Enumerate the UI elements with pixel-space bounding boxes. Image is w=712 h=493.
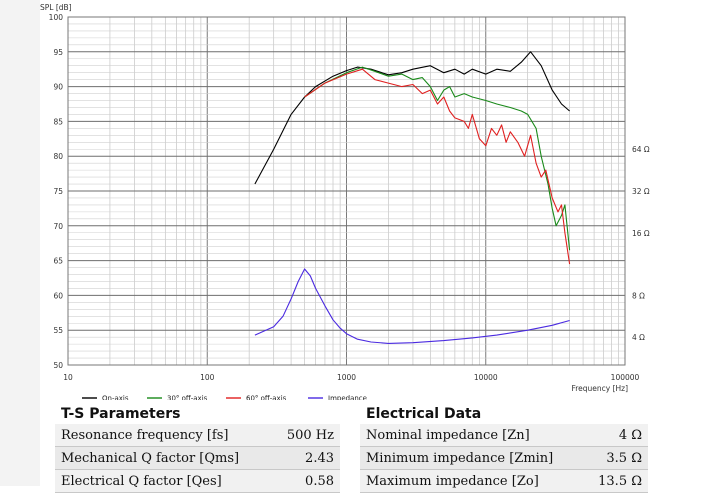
frequency-response-chart: 50 55 60 65 70 75 80 85 90 95 100 10 100 1000 10000 100…: [40, 3, 650, 401]
ts-parameters-table: T-S Parameters Resonance frequency [fs] …: [55, 404, 340, 493]
series-line: [304, 66, 571, 251]
y-axis-label: SPL [dB]: [40, 3, 72, 12]
legend-label: 30° off-axis: [167, 395, 208, 401]
y-tick-label: 65: [53, 257, 63, 266]
x-tick-label: 1000: [337, 373, 356, 382]
y-tick-label: 70: [53, 222, 63, 231]
chart-curves: [254, 51, 571, 344]
x-tick-label: 10: [63, 373, 73, 382]
ts-value: 0.58: [272, 469, 340, 493]
ts-label: Mechanical Q factor [Qms]: [55, 446, 273, 470]
y-tick-label: 75: [53, 187, 63, 196]
x-tick-label: 100: [200, 373, 215, 382]
legend-label: On-axis: [102, 395, 129, 401]
legend-label: Impedance: [328, 395, 367, 401]
table-row: Nominal impedance [Zn] 4 Ω: [360, 424, 648, 447]
y-tick-label: 60: [53, 291, 63, 300]
series-line: [254, 51, 570, 185]
y-tick-label: 80: [53, 152, 63, 161]
y-tick-label: 85: [53, 117, 63, 126]
plot-frame: [67, 16, 626, 366]
x-tick-label: 100000: [611, 373, 640, 382]
elec-label: Minimum impedance [Zmin]: [360, 446, 585, 470]
y-tick-label: 50: [53, 361, 63, 370]
chart-labels: 50 55 60 65 70 75 80 85 90 95 100 10 100 1000 10000 100…: [40, 3, 650, 393]
series-line: [254, 268, 570, 344]
impedance-axis-label: 4 Ω: [632, 333, 645, 342]
elec-value: 13.5 Ω: [584, 469, 648, 493]
impedance-axis-label: 64 Ω: [632, 145, 650, 154]
table-row: Resonance frequency [fs] 500 Hz: [55, 424, 340, 447]
table-row: Minimum impedance [Zmin] 3.5 Ω: [360, 446, 648, 470]
elec-label: Nominal impedance [Zn]: [360, 424, 585, 447]
series-line: [304, 68, 571, 265]
ts-value: 2.43: [272, 446, 340, 470]
ts-parameters-title: T-S Parameters: [55, 404, 340, 424]
x-axis-label: Frequency [Hz]: [571, 384, 628, 393]
impedance-axis-label: 16 Ω: [632, 229, 650, 238]
impedance-axis-label: 32 Ω: [632, 187, 650, 196]
table-row: Maximum impedance [Zo] 13.5 Ω: [360, 469, 648, 493]
table-row: Mechanical Q factor [Qms] 2.43: [55, 446, 340, 470]
y-tick-label: 55: [53, 326, 63, 335]
elec-value: 3.5 Ω: [584, 446, 648, 470]
electrical-data-title: Electrical Data: [360, 404, 648, 424]
elec-label: Maximum impedance [Zo]: [360, 469, 585, 493]
y-tick-label: 95: [53, 48, 63, 57]
impedance-axis-label: 8 Ω: [632, 291, 645, 300]
ts-label: Resonance frequency [fs]: [55, 424, 273, 447]
y-tick-label: 100: [49, 13, 64, 22]
electrical-data-table: Electrical Data Nominal impedance [Zn] 4…: [360, 404, 648, 493]
elec-value: 4 Ω: [584, 424, 648, 447]
left-panel: [0, 0, 40, 486]
y-tick-label: 90: [53, 83, 63, 92]
table-row: Electrical Q factor [Qes] 0.58: [55, 469, 340, 493]
legend-label: 60° off-axis: [246, 395, 287, 401]
ts-label: Electrical Q factor [Qes]: [55, 469, 273, 493]
chart-legend: On-axis 30° off-axis 60° off-axis Impedance: [82, 395, 367, 401]
ts-value: 500 Hz: [272, 424, 340, 447]
x-tick-label: 10000: [474, 373, 498, 382]
chart-grid: [67, 16, 625, 366]
